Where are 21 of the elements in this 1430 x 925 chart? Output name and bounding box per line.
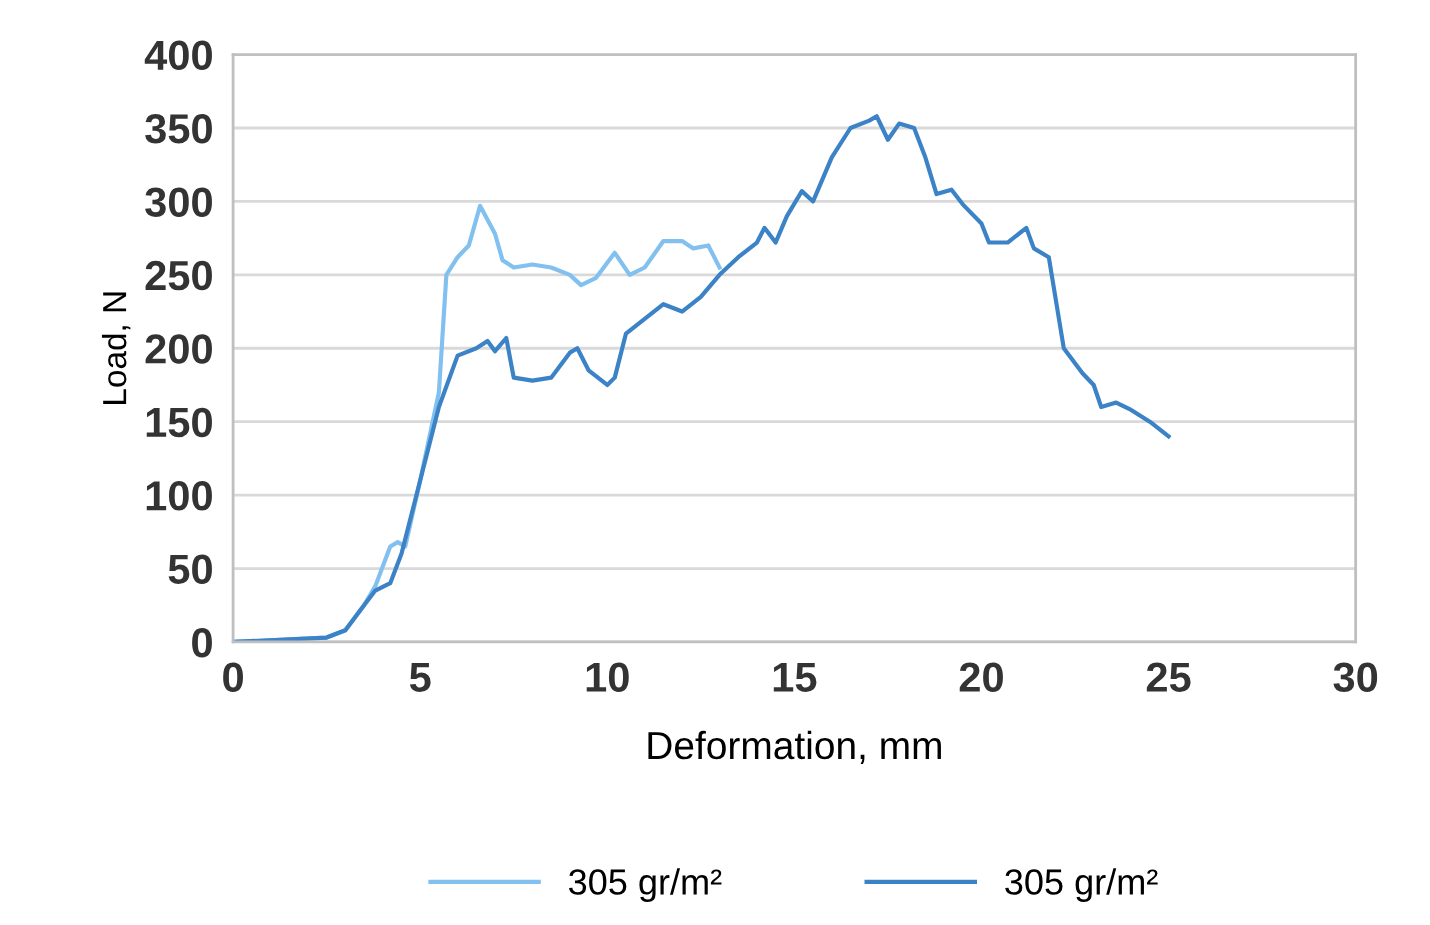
y-tick-label: 150 (146, 407, 212, 438)
y-tick-label: 400 (144, 40, 212, 71)
x-axis-title: Deformation, mm (648, 730, 941, 764)
x-tick-label: 20 (959, 662, 1003, 692)
x-tick-label: 10 (586, 662, 629, 692)
y-tick-label: 50 (168, 554, 212, 585)
line-series (233, 114, 1171, 642)
y-tick-label: 350 (145, 114, 212, 144)
y-tick-label: 200 (145, 334, 212, 364)
y-axis-title: Load, N (101, 292, 131, 404)
y-tick-label: 300 (145, 187, 212, 217)
legend-label: 305 gr/m² (1005, 868, 1158, 902)
x-tick-label: 25 (1146, 662, 1191, 692)
x-tick-label: 0 (223, 662, 243, 692)
x-tick-label: 5 (409, 662, 431, 692)
y-tick-label: 250 (145, 260, 212, 291)
x-tick-label: 30 (1333, 662, 1378, 693)
legend-label: 305 gr/m² (569, 868, 722, 902)
y-tick-label: 0 (192, 627, 212, 658)
x-tick-label: 15 (773, 662, 817, 692)
y-tick-label: 100 (146, 481, 212, 511)
